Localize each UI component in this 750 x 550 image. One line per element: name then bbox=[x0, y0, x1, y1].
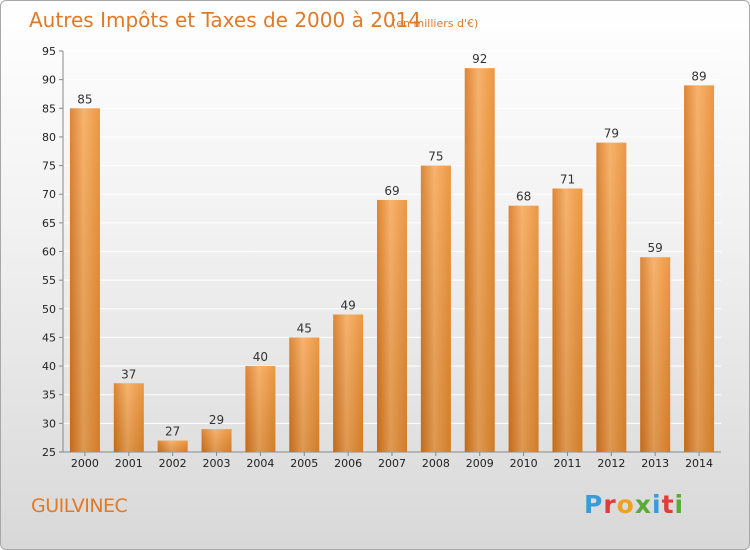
y-tick-label: 50 bbox=[42, 303, 56, 316]
x-tick-label: 2005 bbox=[290, 457, 318, 470]
x-tick-label: 2010 bbox=[510, 457, 538, 470]
x-tick-label: 2009 bbox=[466, 457, 494, 470]
data-label: 75 bbox=[428, 150, 443, 164]
x-tick-label: 2000 bbox=[71, 457, 99, 470]
x-tick-label: 2014 bbox=[685, 457, 713, 470]
y-tick-label: 80 bbox=[42, 131, 56, 144]
logo-letter: o bbox=[616, 490, 635, 519]
data-label: 37 bbox=[121, 367, 136, 381]
x-tick-label: 2012 bbox=[597, 457, 625, 470]
data-label: 89 bbox=[691, 69, 706, 83]
data-label: 69 bbox=[384, 184, 399, 198]
x-tick-label: 2011 bbox=[553, 457, 581, 470]
bar-shade bbox=[420, 165, 451, 453]
data-label: 85 bbox=[77, 92, 92, 106]
bar-shade bbox=[245, 366, 276, 452]
data-label: 59 bbox=[648, 241, 663, 255]
y-tick-label: 65 bbox=[42, 217, 56, 230]
data-label: 29 bbox=[209, 413, 224, 427]
bar-shade bbox=[201, 429, 232, 452]
y-tick-label: 95 bbox=[42, 45, 56, 58]
bar-shade bbox=[377, 199, 407, 452]
bar-shade bbox=[333, 314, 364, 452]
bar-shade bbox=[157, 440, 188, 452]
chart-title: Autres Impôts et Taxes de 2000 à 2014 bbox=[29, 8, 422, 32]
data-label: 92 bbox=[472, 52, 487, 66]
proxiti-logo: Proxiti bbox=[584, 490, 684, 519]
x-tick-label: 2001 bbox=[115, 457, 143, 470]
y-tick-label: 30 bbox=[42, 417, 56, 430]
bar-shade bbox=[684, 85, 715, 452]
data-label: 68 bbox=[516, 190, 531, 204]
data-label: 27 bbox=[165, 425, 180, 439]
logo-letter: t bbox=[661, 490, 675, 519]
data-label: 45 bbox=[297, 321, 312, 335]
y-tick-label: 70 bbox=[42, 188, 56, 201]
bar-shade bbox=[69, 108, 100, 453]
y-tick-label: 55 bbox=[42, 274, 56, 287]
bar-shade bbox=[596, 142, 627, 452]
y-tick-label: 85 bbox=[42, 102, 56, 115]
x-tick-label: 2002 bbox=[159, 457, 187, 470]
bar-shade bbox=[464, 68, 495, 452]
x-tick-label: 2013 bbox=[641, 457, 669, 470]
data-label: 71 bbox=[560, 172, 575, 186]
y-tick-label: 75 bbox=[42, 160, 56, 173]
bar-shade bbox=[508, 205, 539, 452]
chart-subtitle: (en milliers d'€) bbox=[392, 17, 479, 30]
x-tick-label: 2004 bbox=[246, 457, 274, 470]
logo-letter: P bbox=[584, 490, 604, 519]
y-tick-label: 45 bbox=[42, 331, 56, 344]
logo-letter: i bbox=[674, 490, 685, 519]
bar-shade bbox=[552, 188, 583, 452]
y-tick-label: 35 bbox=[42, 389, 56, 402]
bar-shade bbox=[640, 257, 671, 452]
y-tick-label: 40 bbox=[42, 360, 56, 373]
x-tick-label: 2003 bbox=[203, 457, 231, 470]
bar-shade bbox=[289, 337, 320, 452]
y-tick-label: 60 bbox=[42, 246, 56, 259]
logo-letter: i bbox=[652, 490, 662, 519]
data-label: 49 bbox=[340, 299, 355, 313]
y-tick-label: 25 bbox=[42, 446, 56, 459]
data-label: 40 bbox=[253, 350, 268, 364]
data-label: 79 bbox=[604, 127, 619, 141]
logo-letter: x bbox=[634, 490, 652, 519]
y-tick-label: 90 bbox=[42, 74, 56, 87]
x-tick-label: 2008 bbox=[422, 457, 450, 470]
commune-name: GUILVINEC bbox=[31, 495, 128, 517]
bar-shade bbox=[113, 383, 144, 452]
x-tick-label: 2006 bbox=[334, 457, 362, 470]
logo-letter: r bbox=[603, 490, 617, 519]
x-tick-label: 2007 bbox=[378, 457, 406, 470]
